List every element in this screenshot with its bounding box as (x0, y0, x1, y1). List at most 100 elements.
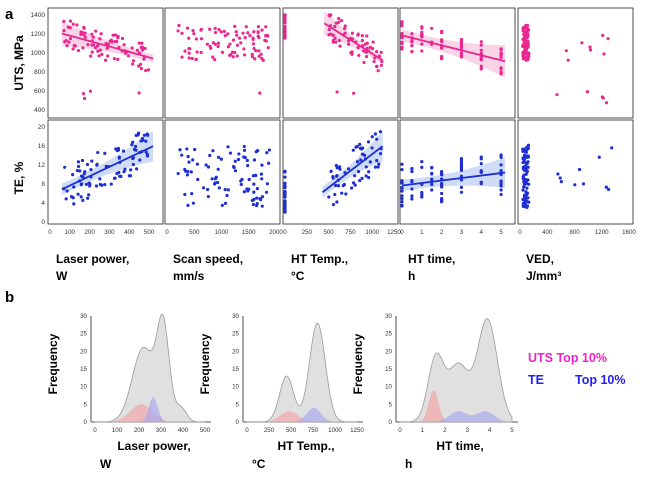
data-point (237, 36, 242, 40)
data-point (479, 162, 483, 166)
data-point (522, 30, 527, 34)
data-point (440, 191, 444, 196)
density-area (95, 397, 205, 422)
data-point (251, 36, 255, 40)
data-point (610, 146, 614, 150)
data-point (379, 63, 383, 67)
data-point (527, 182, 531, 186)
data-point (113, 33, 118, 37)
data-point (68, 26, 72, 30)
data-point (525, 191, 530, 195)
data-point (357, 53, 361, 57)
data-point (526, 160, 530, 164)
data-point (133, 144, 138, 149)
data-point (252, 182, 256, 186)
data-point (201, 186, 206, 190)
data-point (139, 139, 143, 143)
data-point (219, 157, 223, 161)
data-point (131, 59, 136, 63)
data-point (208, 153, 212, 158)
data-point (85, 162, 90, 167)
data-point (247, 177, 251, 182)
data-point (355, 160, 360, 164)
data-point (459, 41, 464, 45)
data-point (360, 152, 365, 156)
data-point (499, 55, 503, 60)
y-tick-label: 30 (80, 313, 87, 320)
y-tick-label: 0 (41, 219, 45, 226)
data-point (459, 168, 464, 172)
data-point (120, 36, 125, 41)
data-point (116, 36, 120, 40)
data-point (229, 53, 233, 57)
data-point (235, 54, 239, 58)
data-point (143, 46, 147, 51)
y-tick-label: 20 (38, 124, 46, 131)
data-point (103, 151, 107, 155)
data-point (177, 23, 181, 27)
data-point (338, 167, 342, 171)
data-point (331, 174, 335, 179)
data-point (283, 195, 287, 199)
data-point (525, 170, 529, 174)
column-title: VED, (526, 252, 554, 266)
data-point (338, 44, 342, 48)
y-tick-label: 30 (232, 313, 239, 320)
data-point (236, 157, 241, 162)
data-point (420, 190, 424, 195)
data-point (65, 44, 69, 48)
data-point (81, 175, 85, 179)
data-point (420, 33, 424, 37)
data-point (139, 66, 143, 71)
x-tick-label: 1000 (215, 229, 229, 236)
data-point (525, 26, 529, 30)
data-point (378, 130, 383, 134)
data-point (79, 195, 83, 199)
data-point (521, 197, 525, 202)
data-point (250, 52, 254, 56)
te-axis-label: TE, % (12, 161, 26, 194)
data-point (131, 140, 135, 144)
data-point (337, 38, 341, 43)
data-point (145, 132, 149, 136)
data-point (257, 54, 261, 58)
data-point (62, 19, 66, 24)
data-point (335, 174, 339, 178)
data-point (523, 164, 528, 168)
panel-label-b: b (5, 289, 14, 306)
data-point (581, 182, 586, 186)
data-point (356, 46, 360, 50)
data-point (410, 169, 414, 174)
data-point (499, 180, 503, 184)
data-point (499, 70, 503, 74)
data-point (113, 176, 117, 180)
data-point (252, 46, 256, 51)
data-point (187, 56, 191, 60)
x-tick-label: 100 (65, 229, 76, 236)
y-tick-label: 1400 (31, 12, 46, 19)
data-point (81, 46, 85, 50)
data-point (82, 172, 86, 176)
data-point (597, 155, 601, 159)
data-point (259, 172, 263, 176)
data-point (96, 44, 100, 48)
data-point (75, 23, 79, 27)
data-point (143, 68, 148, 73)
data-point (459, 156, 464, 161)
data-point (459, 178, 464, 182)
data-point (283, 31, 287, 35)
data-point (264, 25, 268, 29)
data-point (283, 24, 287, 29)
x-tick-label: 5 (499, 229, 503, 236)
data-point (375, 137, 379, 141)
data-point (479, 43, 483, 47)
data-point (368, 160, 372, 164)
data-point (420, 165, 424, 169)
data-point (459, 165, 464, 169)
data-point (420, 26, 424, 30)
data-point (527, 54, 531, 58)
density-area (400, 411, 512, 422)
data-point (100, 183, 104, 187)
data-point (430, 172, 434, 176)
x-tick-label: 0 (245, 427, 249, 434)
